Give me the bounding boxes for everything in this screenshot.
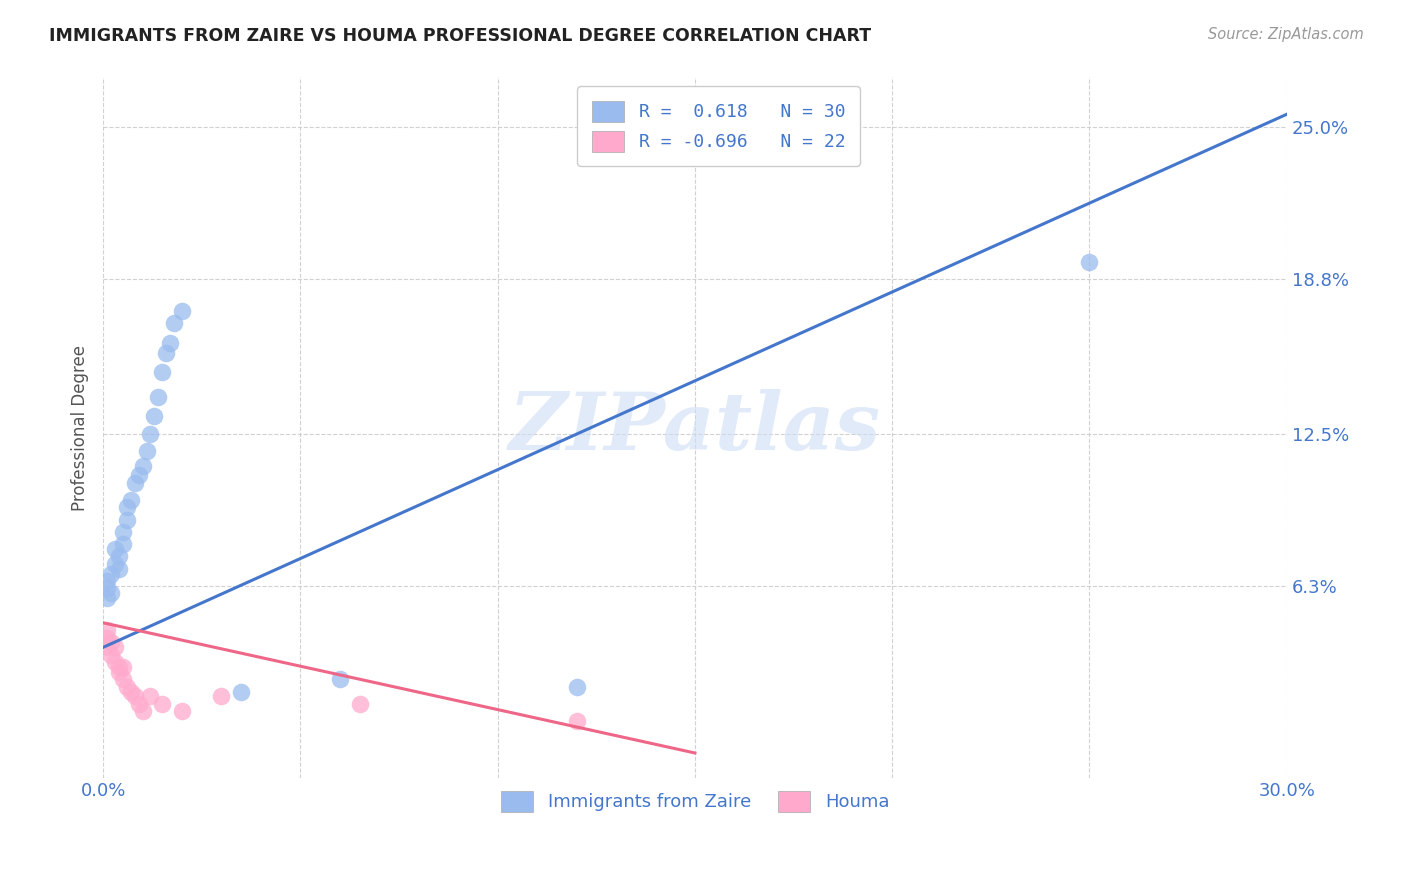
Point xyxy=(211,690,233,704)
Point xyxy=(115,500,138,515)
Point xyxy=(124,475,146,490)
Point xyxy=(108,562,131,576)
Point xyxy=(565,680,588,694)
Point xyxy=(111,524,134,539)
Point xyxy=(100,586,122,600)
Point xyxy=(120,493,142,508)
Point xyxy=(120,684,142,698)
Text: ZIPatlas: ZIPatlas xyxy=(509,389,882,467)
Point xyxy=(170,704,193,718)
Point xyxy=(150,697,173,711)
Point xyxy=(115,513,138,527)
Point xyxy=(155,345,177,359)
Point xyxy=(163,316,186,330)
Point xyxy=(108,660,131,674)
Point xyxy=(128,468,150,483)
Point xyxy=(96,591,118,606)
Point xyxy=(124,690,146,704)
Point xyxy=(96,574,118,588)
Point xyxy=(104,640,127,655)
Point xyxy=(104,655,127,669)
Point xyxy=(148,390,170,404)
Point xyxy=(139,690,162,704)
Point xyxy=(131,458,153,473)
Point xyxy=(100,648,122,662)
Point xyxy=(231,684,253,698)
Point xyxy=(111,537,134,551)
Point xyxy=(150,365,173,379)
Point xyxy=(100,566,122,581)
Point xyxy=(131,704,153,718)
Point xyxy=(349,697,371,711)
Text: Source: ZipAtlas.com: Source: ZipAtlas.com xyxy=(1208,27,1364,42)
Text: IMMIGRANTS FROM ZAIRE VS HOUMA PROFESSIONAL DEGREE CORRELATION CHART: IMMIGRANTS FROM ZAIRE VS HOUMA PROFESSIO… xyxy=(49,27,872,45)
Point xyxy=(111,673,134,687)
Point xyxy=(104,557,127,571)
Point xyxy=(1078,254,1101,268)
Point xyxy=(128,697,150,711)
Y-axis label: Professional Degree: Professional Degree xyxy=(72,344,89,510)
Point xyxy=(139,426,162,441)
Point xyxy=(115,680,138,694)
Point xyxy=(143,409,166,424)
Point xyxy=(135,443,157,458)
Point xyxy=(111,660,134,674)
Point xyxy=(96,582,118,596)
Point xyxy=(96,640,118,655)
Point xyxy=(100,635,122,649)
Point xyxy=(96,631,118,645)
Point xyxy=(565,714,588,728)
Point xyxy=(329,673,352,687)
Legend: Immigrants from Zaire, Houma: Immigrants from Zaire, Houma xyxy=(488,779,901,824)
Point xyxy=(108,665,131,679)
Point xyxy=(108,549,131,564)
Point xyxy=(159,335,181,350)
Point xyxy=(104,542,127,557)
Point xyxy=(96,623,118,637)
Point xyxy=(170,303,193,318)
